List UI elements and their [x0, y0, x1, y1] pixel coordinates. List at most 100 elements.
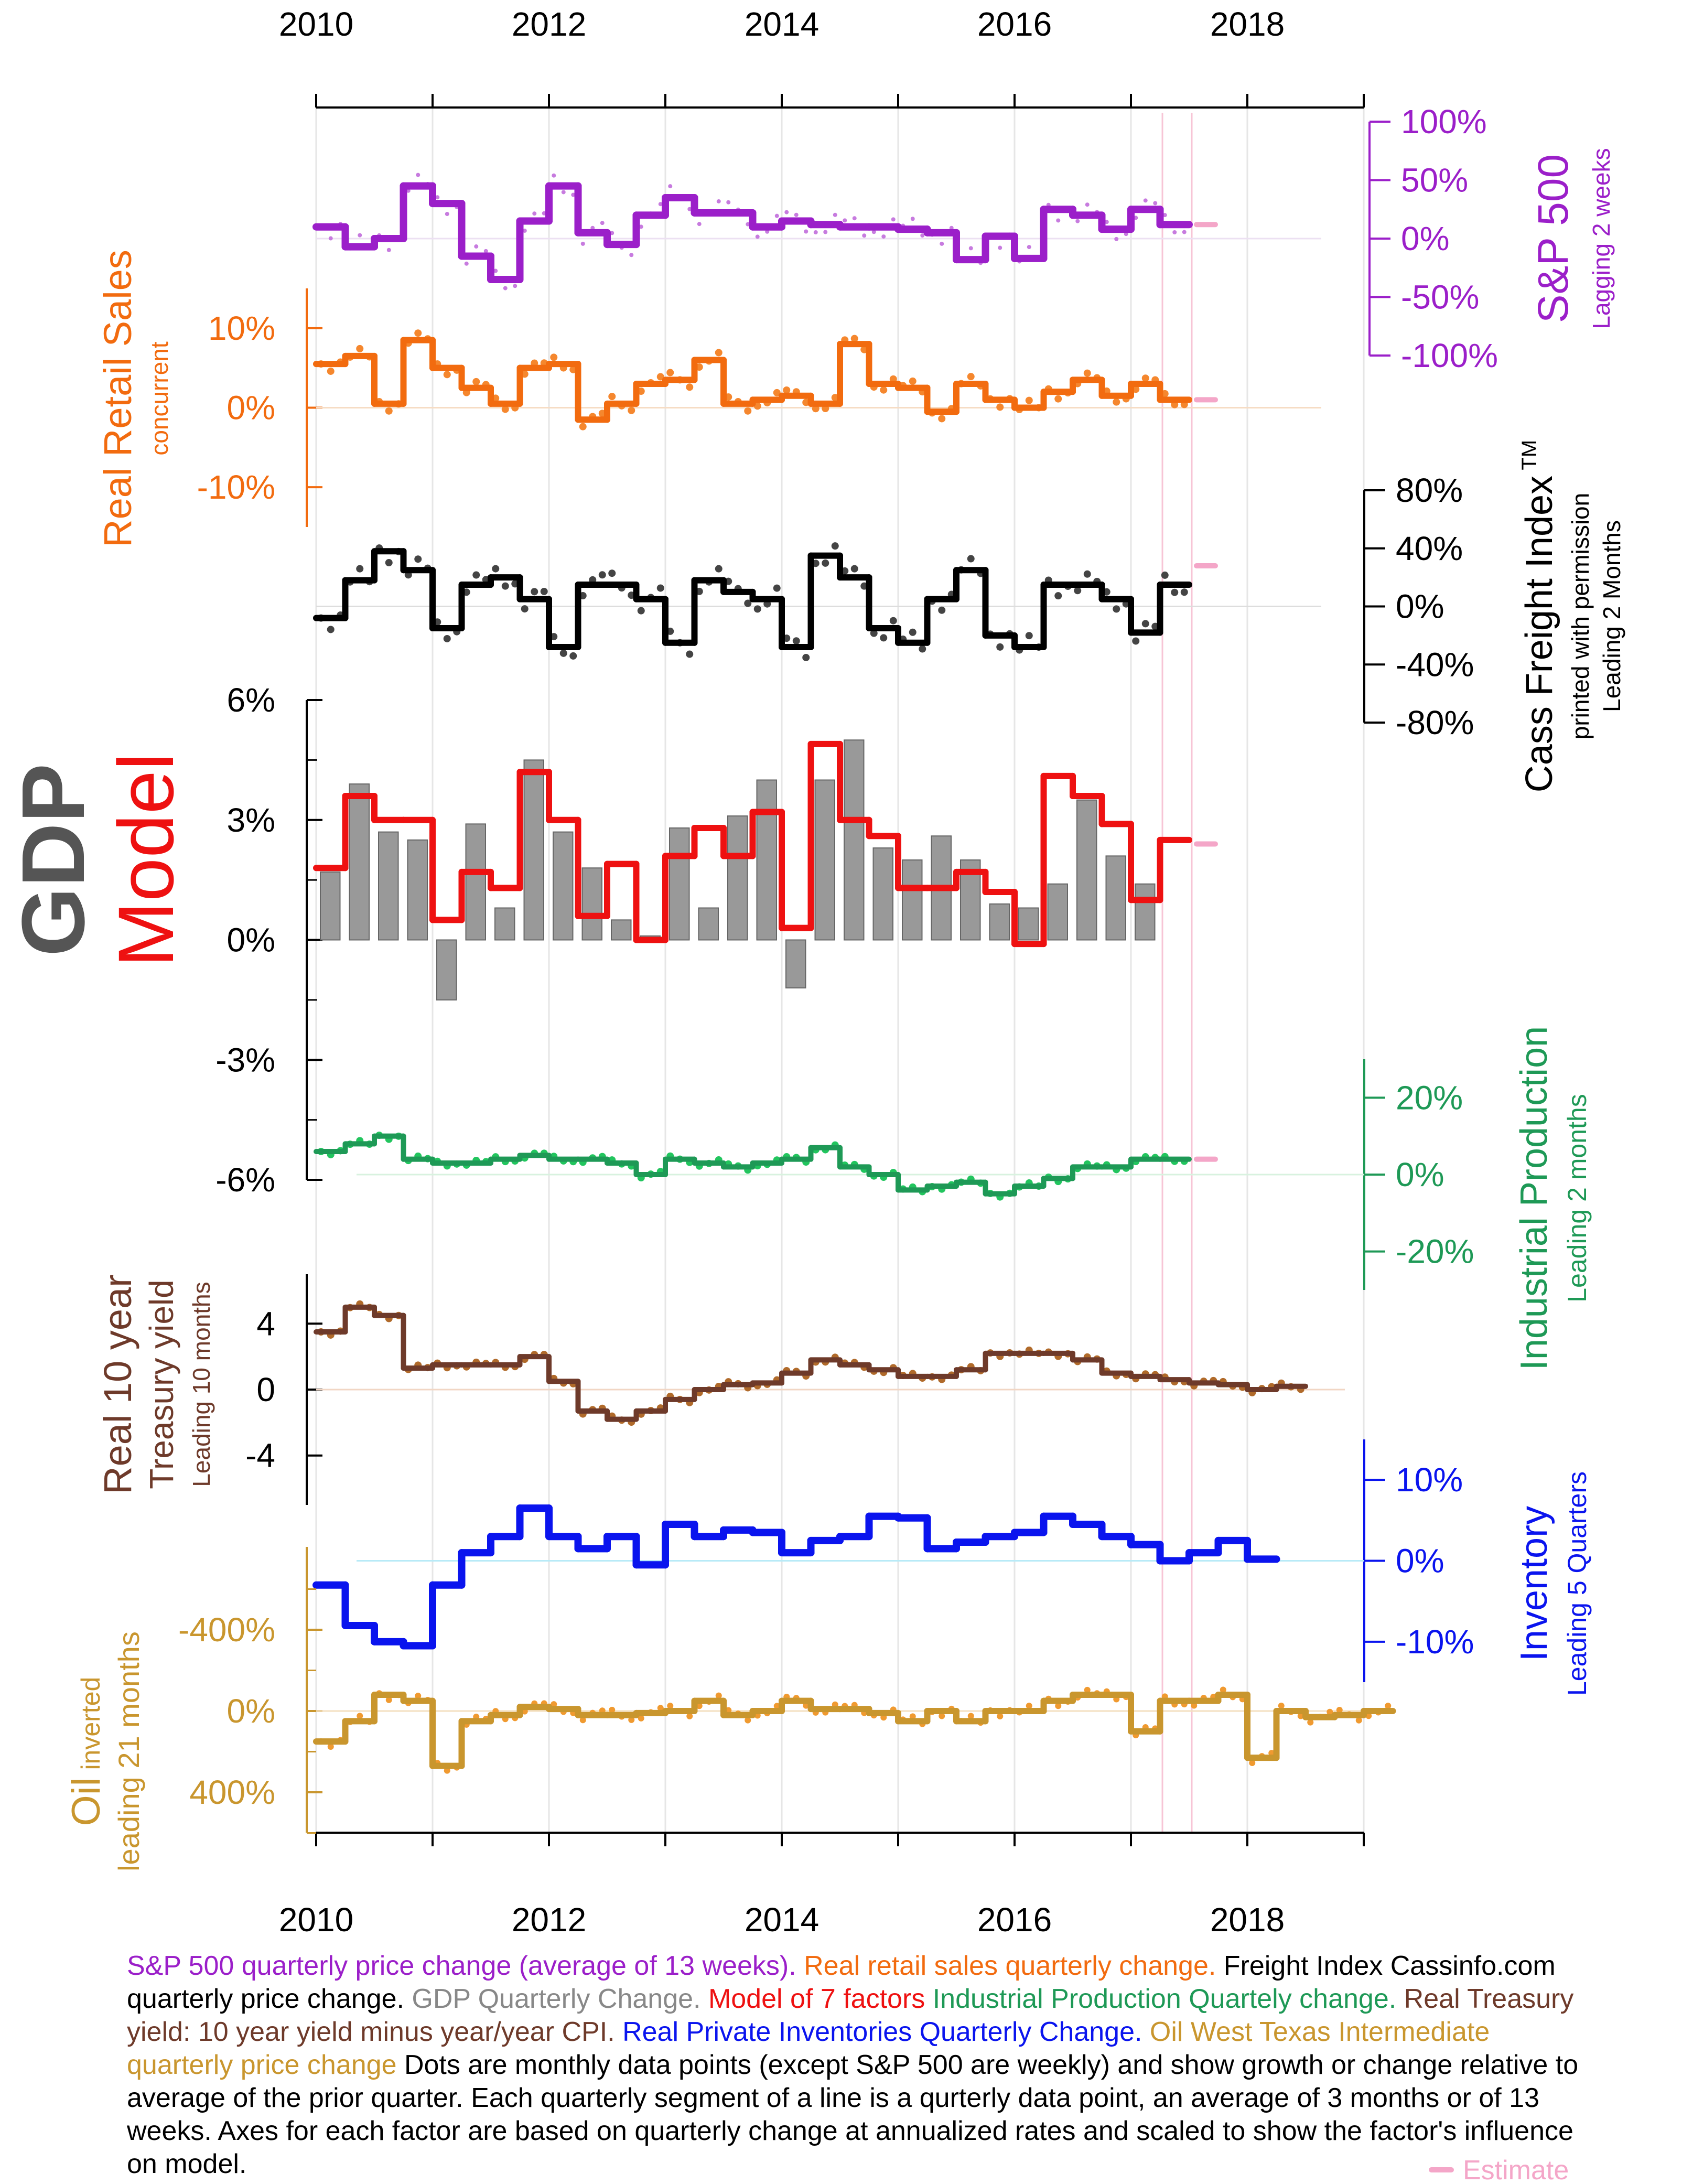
- sp500-dot: [949, 225, 954, 230]
- freight-dot: [850, 565, 858, 573]
- freight-dot: [1180, 588, 1188, 596]
- retail-dot: [909, 377, 917, 385]
- freight-dot: [356, 565, 364, 573]
- treasury-label: Real 10 year: [96, 1274, 139, 1494]
- freight-tick-label: 0%: [1396, 588, 1444, 626]
- gdp-bar: [669, 827, 690, 941]
- freight-dot: [1171, 588, 1179, 596]
- oil-dot: [415, 1693, 422, 1699]
- retail-dot: [1083, 369, 1091, 377]
- freight-dot: [919, 645, 926, 653]
- treasury-tick-label: -4: [245, 1437, 275, 1475]
- gdp-bar: [1105, 855, 1126, 941]
- gdp-bar: [989, 903, 1010, 941]
- inventory-tick-label: 10%: [1396, 1461, 1463, 1499]
- oil-dot: [773, 1703, 780, 1709]
- freight-tick-label: -40%: [1396, 645, 1474, 683]
- oil-dot: [909, 1713, 916, 1720]
- top-axis-label: 2012: [512, 5, 586, 43]
- caption-retail: Real retail sales quarterly change.: [796, 1951, 1216, 1981]
- sp500-dot: [561, 190, 566, 195]
- oil-dot: [715, 1692, 722, 1699]
- freight-dot: [938, 606, 946, 614]
- freight-dot: [492, 565, 500, 573]
- sp500-dot: [852, 216, 857, 221]
- freight-dot: [414, 555, 422, 563]
- freight-tick-label: 80%: [1396, 471, 1463, 509]
- freight-dot: [773, 584, 781, 592]
- retail-dot: [686, 383, 694, 391]
- freight-dot: [715, 565, 723, 573]
- oil-dot: [385, 1696, 392, 1703]
- oil-dot: [1220, 1686, 1226, 1693]
- sp500-dot: [823, 230, 828, 234]
- sp500-dot: [483, 249, 488, 253]
- gdp-bar: [494, 907, 515, 941]
- oil-dot: [1365, 1713, 1372, 1719]
- oil-dot: [1026, 1703, 1032, 1709]
- freight-dot: [1054, 592, 1062, 600]
- inventory-sublabel: Leading 5 Quarters: [1562, 1471, 1592, 1696]
- oil-dot: [1385, 1703, 1392, 1709]
- oil-inverted-label: inverted: [76, 1677, 105, 1778]
- freight-dot: [521, 605, 529, 613]
- freight-dot: [753, 605, 761, 613]
- sp500-dot: [968, 246, 973, 251]
- freight-dot: [792, 637, 800, 645]
- oil-dot: [997, 1713, 1004, 1719]
- caption: S&P 500 quarterly price change (average …: [127, 1950, 1595, 2181]
- freight-dot: [531, 588, 538, 596]
- retail-dot: [1113, 398, 1120, 406]
- gdp-bar: [1135, 883, 1156, 941]
- freight-dot: [559, 649, 567, 657]
- freight-dot: [569, 652, 577, 660]
- sp500-dot: [726, 200, 731, 205]
- top-axis-label: 2018: [1210, 5, 1285, 43]
- freight-dot: [870, 629, 878, 637]
- sp500-dot: [571, 192, 576, 197]
- treasury-tick-label: 0: [256, 1371, 275, 1408]
- retail-dot: [850, 335, 858, 342]
- freight-dot: [1083, 570, 1091, 578]
- oil-dot: [667, 1703, 674, 1709]
- retail-tick-label: 10%: [208, 309, 275, 347]
- treasury-label: Treasury yield: [143, 1279, 180, 1489]
- bottom-axis-label: 2016: [977, 1901, 1052, 1939]
- gdp-bar: [553, 831, 574, 941]
- caption-inventory: Real Private Inventories Quarterly Chang…: [614, 2017, 1142, 2047]
- sp500-dot: [610, 231, 614, 235]
- gdp-bar: [844, 739, 865, 941]
- oil-dot: [579, 1717, 586, 1724]
- caption-oil: Oil West Texas Intermediate quarterly pr…: [127, 2017, 1490, 2080]
- treasury-sublabel: Leading 10 months: [188, 1282, 215, 1487]
- freight-dot: [686, 650, 694, 658]
- freight-dot: [1113, 605, 1120, 613]
- oil-tick-label: -400%: [178, 1611, 275, 1649]
- sp500-tick-label: 100%: [1401, 103, 1487, 141]
- sp500-dot: [755, 234, 760, 239]
- oil-dot: [551, 1701, 557, 1708]
- industrial-tick-label: 20%: [1396, 1079, 1463, 1116]
- oil-dot: [1249, 1759, 1256, 1766]
- sp500-dot: [1153, 201, 1158, 206]
- sp500-dot: [813, 230, 818, 234]
- retail-dot: [880, 386, 888, 394]
- retail-dot: [1141, 374, 1149, 382]
- gdp-bar: [465, 823, 486, 941]
- caption-sp500: S&P 500 quarterly price change (average …: [127, 1951, 796, 1981]
- freight-dot: [608, 569, 616, 577]
- retail-dot: [385, 407, 393, 415]
- sp500-dot: [1075, 219, 1080, 223]
- retail-dot: [744, 407, 752, 415]
- retail-dot: [773, 389, 781, 396]
- freight-dot: [1025, 632, 1033, 640]
- oil-label: Oil inverted: [64, 1677, 109, 1826]
- sp500-dot: [843, 218, 847, 223]
- sp500-dot: [639, 224, 643, 229]
- sp500-sublabel: Lagging 2 weeks: [1588, 148, 1615, 329]
- retail-dot: [608, 393, 616, 401]
- sp500-dot: [1162, 213, 1167, 218]
- gdp-tick-label: -3%: [215, 1041, 275, 1079]
- retail-tick-label: 0%: [227, 389, 276, 427]
